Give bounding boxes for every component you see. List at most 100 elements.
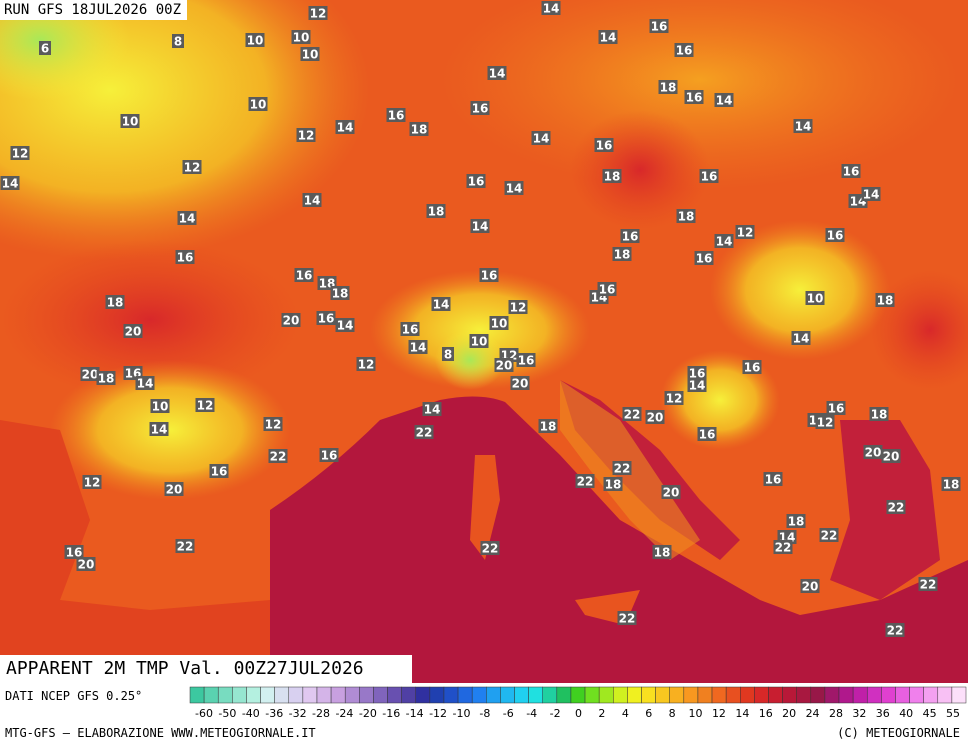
label-box <box>714 234 734 248</box>
color-swatch <box>260 686 275 704</box>
scale-tick-label: -12 <box>429 707 447 720</box>
label-box <box>881 449 901 463</box>
color-swatch <box>373 686 388 704</box>
value-label: 12 <box>817 416 834 430</box>
value-label: 12 <box>298 129 315 143</box>
color-swatch <box>584 686 600 704</box>
label-box <box>172 34 184 48</box>
scale-tick-label: 4 <box>622 707 629 720</box>
scale-tick-label: -4 <box>526 707 537 720</box>
scale-tick-label: -60 <box>195 707 213 720</box>
value-label: 16 <box>765 473 782 487</box>
value-label: 20 <box>78 558 95 572</box>
label-box <box>135 376 155 390</box>
color-swatch <box>457 686 473 704</box>
color-swatch <box>824 686 840 704</box>
label-box <box>697 427 717 441</box>
value-label: 14 <box>337 121 354 135</box>
value-label: 16 <box>318 312 335 326</box>
label-box <box>826 401 846 415</box>
value-label: 10 <box>302 48 319 62</box>
value-label: 20 <box>283 314 300 328</box>
color-swatch <box>500 686 515 704</box>
value-label: 12 <box>737 226 754 240</box>
warm-zone <box>710 220 890 360</box>
value-label: 16 <box>686 91 703 105</box>
scale-tick-label: -16 <box>382 707 400 720</box>
label-box <box>508 300 528 314</box>
value-label: 14 <box>137 377 154 391</box>
value-label: 18 <box>871 408 888 422</box>
label-box <box>742 360 762 374</box>
value-label: 14 <box>716 94 733 108</box>
value-label: 18 <box>428 205 445 219</box>
label-box <box>82 475 102 489</box>
color-swatch <box>669 686 685 704</box>
value-label: 22 <box>775 541 792 555</box>
value-label: 14 <box>179 212 196 226</box>
color-swatch <box>401 686 416 704</box>
value-label: 12 <box>666 392 683 406</box>
label-box <box>652 545 672 559</box>
color-swatch <box>895 686 910 704</box>
value-label: 16 <box>744 361 761 375</box>
label-box <box>510 376 530 390</box>
value-label: 12 <box>358 358 375 372</box>
scale-tick-label: 0 <box>575 707 582 720</box>
label-box <box>612 247 632 261</box>
color-swatch <box>542 686 558 704</box>
label-box <box>617 611 637 625</box>
value-label: 12 <box>265 418 282 432</box>
value-label: 16 <box>296 269 313 283</box>
label-box <box>80 367 100 381</box>
value-label: 22 <box>177 540 194 554</box>
value-label: 14 <box>533 132 550 146</box>
label-box <box>875 293 895 307</box>
label-box <box>268 449 288 463</box>
value-label: 20 <box>125 325 142 339</box>
value-label: 14 <box>410 341 427 355</box>
warm-zone <box>0 0 130 100</box>
value-label: 14 <box>863 188 880 202</box>
scale-tick-label: -36 <box>265 707 283 720</box>
color-swatch <box>937 686 953 704</box>
value-label: 14 <box>433 298 450 312</box>
label-box <box>319 448 339 462</box>
ocean <box>0 420 270 683</box>
value-label: 8 <box>444 348 452 362</box>
label-box <box>409 122 429 136</box>
value-label: 22 <box>270 450 287 464</box>
label-box <box>356 357 376 371</box>
label-box <box>664 391 684 405</box>
value-label: 14 <box>795 120 812 134</box>
scale-tick-label: 20 <box>782 707 796 720</box>
label-box <box>400 322 420 336</box>
value-label: 22 <box>482 542 499 556</box>
color-swatch <box>683 686 699 704</box>
color-swatch <box>429 686 445 704</box>
value-label: 22 <box>577 475 594 489</box>
color-swatch <box>203 686 219 704</box>
label-box <box>658 80 678 94</box>
value-label: 14 <box>689 379 706 393</box>
value-label: 16 <box>827 229 844 243</box>
label-box <box>918 577 938 591</box>
value-label: 20 <box>647 411 664 425</box>
value-label: 10 <box>122 115 139 129</box>
value-label: 16 <box>66 546 83 560</box>
color-swatch <box>556 686 572 704</box>
label-box <box>694 251 714 265</box>
label-box <box>487 66 507 80</box>
label-box <box>863 445 883 459</box>
value-label: 16 <box>699 428 716 442</box>
value-label: 6 <box>41 42 49 56</box>
value-label: 12 <box>510 301 527 315</box>
scale-tick-label: 14 <box>735 707 749 720</box>
value-label: 20 <box>166 483 183 497</box>
value-label: 18 <box>654 546 671 560</box>
color-swatch <box>514 686 529 704</box>
label-box <box>294 268 314 282</box>
